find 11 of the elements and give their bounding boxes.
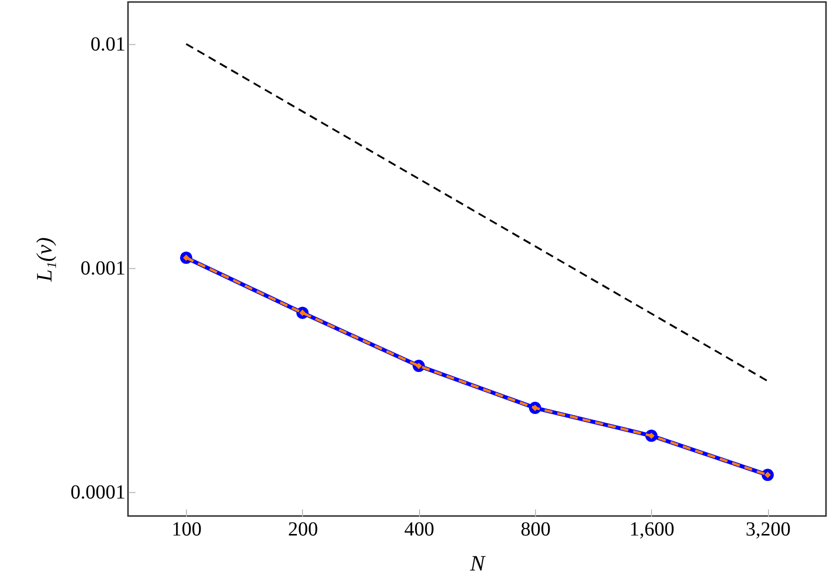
x-axis-title: N [469,550,486,576]
x-tick-label: 100 [172,518,202,540]
x-tick-label: 400 [404,518,434,540]
y-axis-title: L₁(v) [32,237,56,283]
x-tick-label: 3,200 [746,518,791,540]
x-tick-label: 800 [520,518,551,540]
y-tick-label: 0.0001 [70,481,126,504]
y-tick-label: 0.01 [90,33,126,56]
x-tick-label: 200 [288,518,318,540]
x-tick-label: 1,600 [629,518,674,540]
y-tick-label: 0.001 [80,257,126,280]
